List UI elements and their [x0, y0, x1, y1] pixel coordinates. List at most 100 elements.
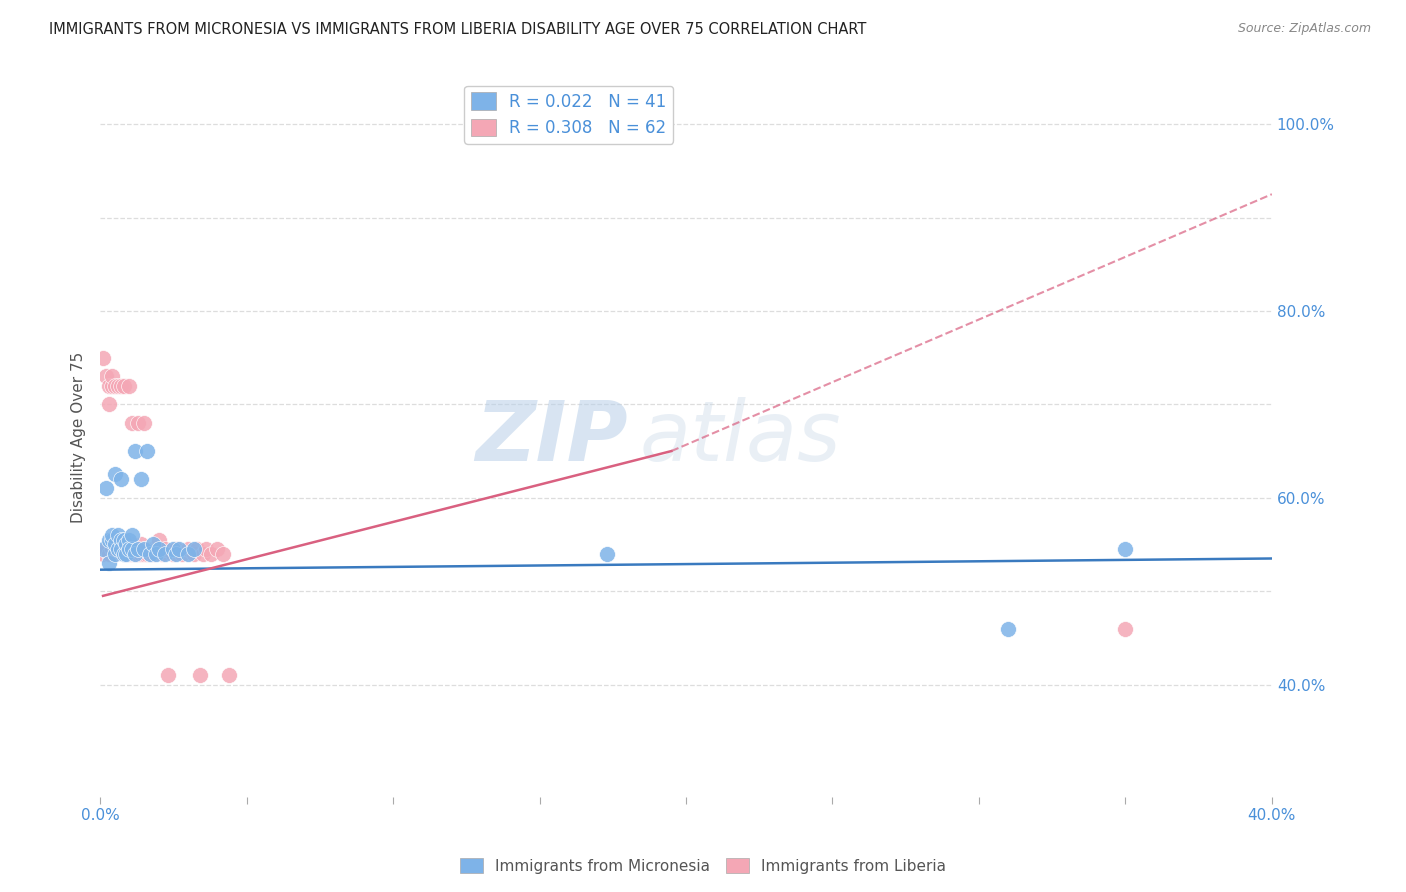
Point	[129, 472, 152, 486]
Point	[212, 547, 235, 561]
Point	[162, 542, 184, 557]
Point	[132, 416, 155, 430]
Text: IMMIGRANTS FROM MICRONESIA VS IMMIGRANTS FROM LIBERIA DISABILITY AGE OVER 75 COR: IMMIGRANTS FROM MICRONESIA VS IMMIGRANTS…	[49, 22, 866, 37]
Point	[997, 622, 1019, 636]
Point	[107, 542, 129, 557]
Point	[142, 547, 165, 561]
Point	[104, 537, 127, 551]
Point	[121, 528, 143, 542]
Point	[136, 444, 159, 458]
Point	[132, 547, 155, 561]
Point	[1114, 622, 1136, 636]
Point	[145, 547, 167, 561]
Point	[165, 542, 187, 557]
Point	[136, 542, 159, 557]
Point	[177, 547, 200, 561]
Point	[132, 542, 155, 557]
Point	[112, 547, 135, 561]
Point	[104, 378, 127, 392]
Point	[110, 533, 132, 547]
Point	[97, 397, 120, 411]
Legend: R = 0.022   N = 41, R = 0.308   N = 62: R = 0.022 N = 41, R = 0.308 N = 62	[464, 86, 673, 144]
Point	[118, 542, 141, 557]
Point	[107, 542, 129, 557]
Point	[101, 528, 124, 542]
Point	[97, 378, 120, 392]
Text: Source: ZipAtlas.com: Source: ZipAtlas.com	[1237, 22, 1371, 36]
Point	[110, 537, 132, 551]
Point	[101, 533, 124, 547]
Point	[110, 542, 132, 557]
Point	[101, 378, 124, 392]
Point	[104, 547, 127, 561]
Point	[94, 542, 117, 557]
Point	[165, 547, 187, 561]
Point	[91, 351, 114, 365]
Point	[127, 416, 149, 430]
Point	[142, 542, 165, 557]
Point	[94, 482, 117, 496]
Point	[107, 528, 129, 542]
Point	[101, 369, 124, 384]
Point	[183, 547, 205, 561]
Point	[107, 537, 129, 551]
Point	[97, 533, 120, 547]
Text: atlas: atlas	[640, 397, 841, 477]
Point	[200, 547, 222, 561]
Point	[150, 547, 173, 561]
Point	[129, 537, 152, 551]
Point	[127, 547, 149, 561]
Point	[115, 537, 138, 551]
Point	[139, 547, 162, 561]
Point	[596, 547, 619, 561]
Point	[124, 547, 146, 561]
Point	[94, 369, 117, 384]
Point	[121, 542, 143, 557]
Point	[167, 542, 190, 557]
Point	[139, 547, 162, 561]
Point	[118, 533, 141, 547]
Point	[156, 668, 179, 682]
Point	[191, 547, 214, 561]
Point	[145, 542, 167, 557]
Y-axis label: Disability Age Over 75: Disability Age Over 75	[72, 351, 86, 523]
Point	[91, 547, 114, 561]
Point	[172, 547, 194, 561]
Legend: Immigrants from Micronesia, Immigrants from Liberia: Immigrants from Micronesia, Immigrants f…	[454, 852, 952, 880]
Point	[129, 547, 152, 561]
Point	[127, 542, 149, 557]
Point	[107, 378, 129, 392]
Point	[112, 547, 135, 561]
Point	[115, 537, 138, 551]
Point	[162, 547, 184, 561]
Point	[136, 547, 159, 561]
Point	[186, 542, 208, 557]
Point	[142, 537, 165, 551]
Point	[121, 537, 143, 551]
Point	[118, 378, 141, 392]
Point	[104, 542, 127, 557]
Point	[194, 542, 217, 557]
Point	[1114, 542, 1136, 557]
Point	[153, 542, 176, 557]
Point	[124, 547, 146, 561]
Point	[132, 542, 155, 557]
Point	[112, 533, 135, 547]
Point	[104, 547, 127, 561]
Point	[153, 547, 176, 561]
Point	[110, 472, 132, 486]
Point	[118, 542, 141, 557]
Point	[97, 556, 120, 570]
Point	[112, 378, 135, 392]
Point	[188, 668, 211, 682]
Point	[91, 542, 114, 557]
Point	[115, 547, 138, 561]
Point	[183, 542, 205, 557]
Point	[121, 547, 143, 561]
Point	[148, 542, 170, 557]
Point	[121, 416, 143, 430]
Point	[97, 547, 120, 561]
Point	[110, 378, 132, 392]
Text: ZIP: ZIP	[475, 397, 627, 477]
Point	[124, 444, 146, 458]
